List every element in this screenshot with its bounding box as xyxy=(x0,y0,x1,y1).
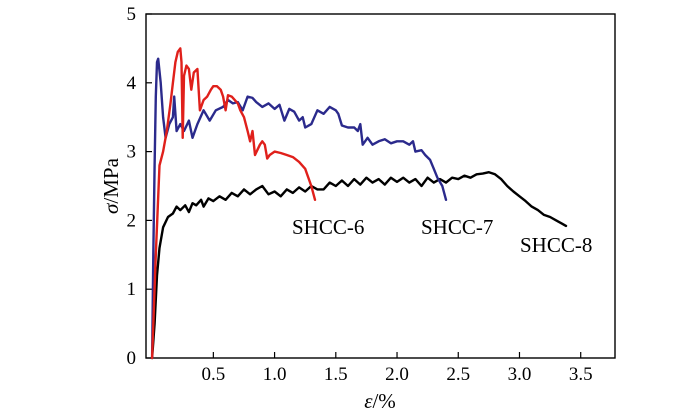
x-tick-label: 0.5 xyxy=(201,364,225,385)
series-line-shcc-6 xyxy=(150,47,317,360)
series-lines xyxy=(150,47,568,360)
x-tick-label: 1.5 xyxy=(324,364,348,385)
y-axis-symbol: σ xyxy=(99,202,123,214)
series-label-shcc-8: SHCC-8 xyxy=(520,233,592,257)
series-label-shcc-7: SHCC-7 xyxy=(421,215,493,239)
x-axis-label: ε/% xyxy=(364,389,396,413)
plot-frame xyxy=(145,13,616,359)
x-axis-symbol: ε xyxy=(364,389,373,413)
y-tick-label: 5 xyxy=(127,4,137,25)
series-label-shcc-6: SHCC-6 xyxy=(292,215,364,239)
y-tick-label: 2 xyxy=(127,210,137,231)
series-line-shcc-8 xyxy=(150,171,568,360)
x-tick-label: 3.5 xyxy=(569,364,593,385)
y-tick-label: 0 xyxy=(127,348,137,369)
y-tick-label: 3 xyxy=(127,142,137,163)
series-line-shcc-7 xyxy=(150,57,448,360)
x-tick-label: 2.0 xyxy=(385,364,409,385)
x-tick-label: 2.5 xyxy=(446,364,470,385)
axis-ticks: 0.5 1.0 1.5 2.0 2.5 3.0 3.5 0 1 2 3 4 5 xyxy=(127,4,593,385)
y-tick-label: 4 xyxy=(127,73,137,94)
y-axis-unit: /MPa xyxy=(99,157,123,203)
y-axis-label: σ/MPa xyxy=(99,157,123,214)
x-axis-unit: /% xyxy=(372,389,395,413)
y-tick-label: 1 xyxy=(127,279,137,300)
x-tick-label: 1.0 xyxy=(263,364,287,385)
x-tick-label: 3.0 xyxy=(508,364,532,385)
